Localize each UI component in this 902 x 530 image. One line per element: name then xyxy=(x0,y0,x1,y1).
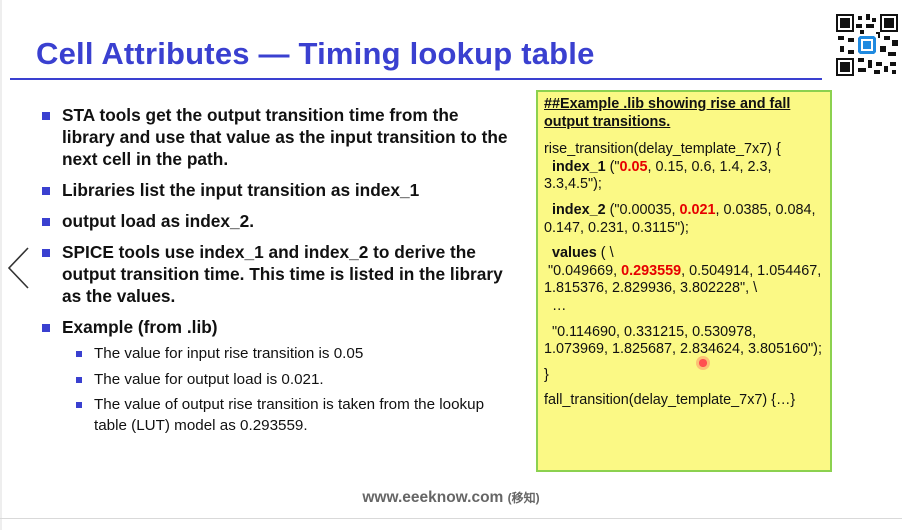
index1-open: (" xyxy=(605,158,620,175)
values-row-2: "0.114690, 0.331215, 0.530978, 1.073969,… xyxy=(544,324,822,359)
index1-key: index_1 xyxy=(552,158,606,175)
row1-start: "0.049669, xyxy=(548,262,622,279)
slide-footer: www.eeeknow.com (移知) xyxy=(0,489,902,507)
bullet-item: output load as index_2. xyxy=(42,210,512,232)
values-ellipsis: … xyxy=(544,298,822,316)
lib-example-box: ##Example .lib showing rise and fall out… xyxy=(536,90,832,472)
qr-code-icon xyxy=(836,14,898,76)
slide-left-edge xyxy=(0,0,2,530)
sub-bullet-item: The value for output load is 0.021. xyxy=(42,370,512,391)
footer-site: www.eeeknow.com xyxy=(362,489,504,506)
values-line: values ( \ xyxy=(544,245,822,263)
index2-highlight: 0.021 xyxy=(679,201,716,218)
bullet-item: Example (from .lib) xyxy=(42,316,512,338)
chevron-left-icon[interactable] xyxy=(6,246,32,290)
row2-text: "0.114690, 0.331215, 0.530978, 1.073969,… xyxy=(544,323,822,358)
values-open: ( \ xyxy=(596,245,614,262)
title-underline xyxy=(10,78,822,80)
footer-divider xyxy=(0,518,902,519)
bullet-item: STA tools get the output transition time… xyxy=(42,104,512,170)
bullet-item: Libraries list the input transition as i… xyxy=(42,179,512,201)
ellipsis-text: … xyxy=(552,297,567,314)
sub-bullet-item: The value of output rise transition is t… xyxy=(42,395,512,436)
footer-cn: (移知) xyxy=(507,491,540,505)
rise-transition-line: rise_transition(delay_template_7x7) { xyxy=(544,141,781,158)
index1-line: index_1 ("0.05, 0.15, 0.6, 1.4, 2.3, 3.3… xyxy=(544,159,822,194)
values-key: values xyxy=(552,245,597,262)
slide-title: Cell Attributes — Timing lookup table xyxy=(36,36,595,71)
row1-rest: , 0.504914, 1.054467, 1.815376, 2.829936… xyxy=(544,262,822,297)
fall-transition-line: fall_transition(delay_template_7x7) {…} xyxy=(544,392,796,409)
index2-open: ("0.00035, xyxy=(605,201,680,218)
sub-bullet-item: The value for input rise transition is 0… xyxy=(42,344,512,365)
closing-brace: } xyxy=(544,366,549,383)
lib-example-heading: ##Example .lib showing rise and fall out… xyxy=(544,96,791,130)
values-row-1: "0.049669, 0.293559, 0.504914, 1.054467,… xyxy=(544,263,822,298)
index2-rest: , 0.0385, 0.084, 0.147, 0.231, 0.3115"); xyxy=(544,201,816,236)
bullet-item: SPICE tools use index_1 and index_2 to d… xyxy=(42,241,512,307)
row1-highlight: 0.293559 xyxy=(621,262,682,279)
index1-rest: , 0.15, 0.6, 1.4, 2.3, 3.3,4.5"); xyxy=(544,158,772,193)
index2-key: index_2 xyxy=(552,201,606,218)
index2-line: index_2 ("0.00035, 0.021, 0.0385, 0.084,… xyxy=(544,202,822,237)
bullet-list: STA tools get the output transition time… xyxy=(42,104,512,441)
index1-highlight: 0.05 xyxy=(619,158,648,175)
pointer-highlight-icon xyxy=(696,356,710,370)
